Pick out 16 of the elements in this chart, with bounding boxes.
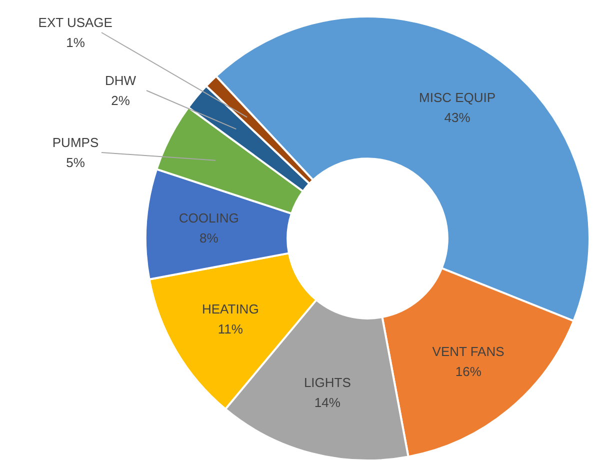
data-label: 2% xyxy=(111,93,130,108)
slice-label: LIGHTS xyxy=(304,374,352,390)
data-label: 5% xyxy=(66,155,86,170)
data-label: 14% xyxy=(314,394,341,410)
slice-label: MISC EQUIP xyxy=(419,90,496,105)
data-label: 16% xyxy=(455,364,482,379)
data-label: 11% xyxy=(218,321,244,336)
data-label: 43% xyxy=(444,110,471,125)
slice-label: HEATING xyxy=(202,301,259,316)
slice-label: VENT FANS xyxy=(432,344,505,359)
slice-label: PUMPS xyxy=(52,135,99,150)
slice-label: DHW xyxy=(104,73,137,88)
slice-label: EXT USAGE xyxy=(38,15,113,30)
slice-label: COOLING xyxy=(178,210,239,226)
data-label: 1% xyxy=(66,35,86,50)
data-label: 8% xyxy=(199,230,219,246)
